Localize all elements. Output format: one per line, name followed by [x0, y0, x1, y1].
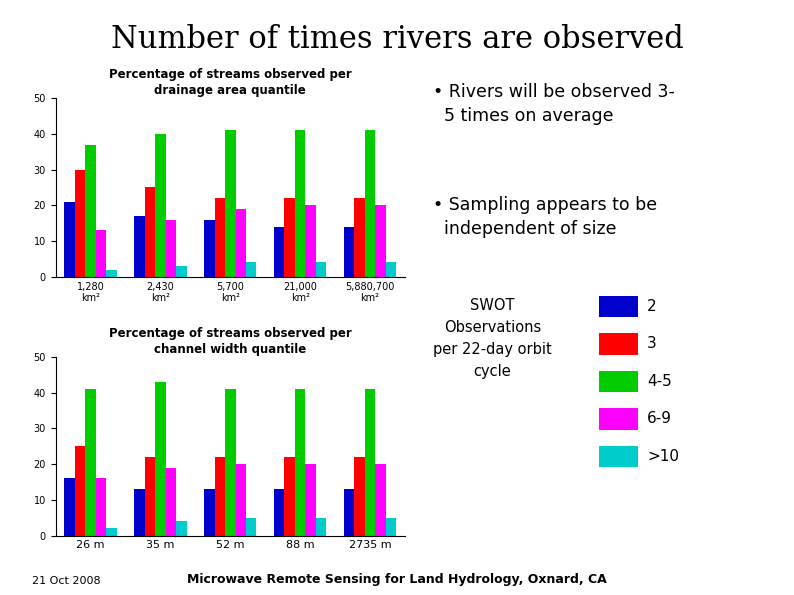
Bar [295, 389, 306, 536]
Text: Number of times rivers are observed: Number of times rivers are observed [110, 24, 684, 55]
Bar [166, 220, 176, 277]
Bar [204, 489, 214, 536]
Text: • Sampling appears to be
  independent of size: • Sampling appears to be independent of … [433, 196, 657, 238]
Bar [64, 202, 75, 277]
Text: 21 Oct 2008: 21 Oct 2008 [32, 576, 100, 586]
Bar [106, 528, 117, 536]
Text: >10: >10 [647, 449, 679, 464]
Text: 4-5: 4-5 [647, 374, 672, 389]
Text: 3: 3 [647, 336, 657, 352]
Text: Microwave Remote Sensing for Land Hydrology, Oxnard, CA: Microwave Remote Sensing for Land Hydrol… [187, 573, 607, 586]
Bar [75, 446, 85, 536]
Bar [166, 468, 176, 536]
Bar [284, 457, 295, 536]
Bar [75, 170, 85, 277]
Bar [134, 489, 145, 536]
Bar [96, 230, 106, 277]
Bar [295, 130, 306, 277]
Bar [134, 216, 145, 277]
Bar [274, 227, 284, 277]
Bar [376, 205, 386, 277]
Bar [236, 464, 246, 536]
Text: 2: 2 [647, 299, 657, 314]
Bar [344, 489, 354, 536]
Bar [85, 389, 96, 536]
Bar [354, 457, 364, 536]
Bar [155, 134, 166, 277]
Title: Percentage of streams observed per
channel width quantile: Percentage of streams observed per chann… [109, 327, 352, 356]
Bar [246, 262, 256, 277]
Text: SWOT
Observations
per 22-day orbit
cycle: SWOT Observations per 22-day orbit cycle [433, 298, 552, 379]
Bar [246, 518, 256, 536]
Bar [85, 145, 96, 277]
Bar [274, 489, 284, 536]
Bar [284, 198, 295, 277]
Bar [225, 389, 236, 536]
Bar [106, 270, 117, 277]
Text: • Rivers will be observed 3-
  5 times on average: • Rivers will be observed 3- 5 times on … [433, 83, 675, 125]
Bar [354, 198, 364, 277]
Bar [364, 389, 376, 536]
Bar [176, 521, 187, 536]
Bar [316, 518, 326, 536]
Bar [316, 262, 326, 277]
Bar [214, 457, 225, 536]
Title: Percentage of streams observed per
drainage area quantile: Percentage of streams observed per drain… [109, 68, 352, 97]
Bar [386, 262, 396, 277]
Bar [155, 382, 166, 536]
Text: 6-9: 6-9 [647, 411, 672, 427]
Bar [376, 464, 386, 536]
Bar [306, 464, 316, 536]
Bar [96, 478, 106, 536]
Bar [306, 205, 316, 277]
Bar [204, 220, 214, 277]
Bar [225, 130, 236, 277]
Bar [236, 209, 246, 277]
Bar [364, 130, 376, 277]
Bar [214, 198, 225, 277]
Bar [145, 187, 155, 277]
Bar [145, 457, 155, 536]
Bar [386, 518, 396, 536]
Bar [344, 227, 354, 277]
Bar [64, 478, 75, 536]
Bar [176, 266, 187, 277]
